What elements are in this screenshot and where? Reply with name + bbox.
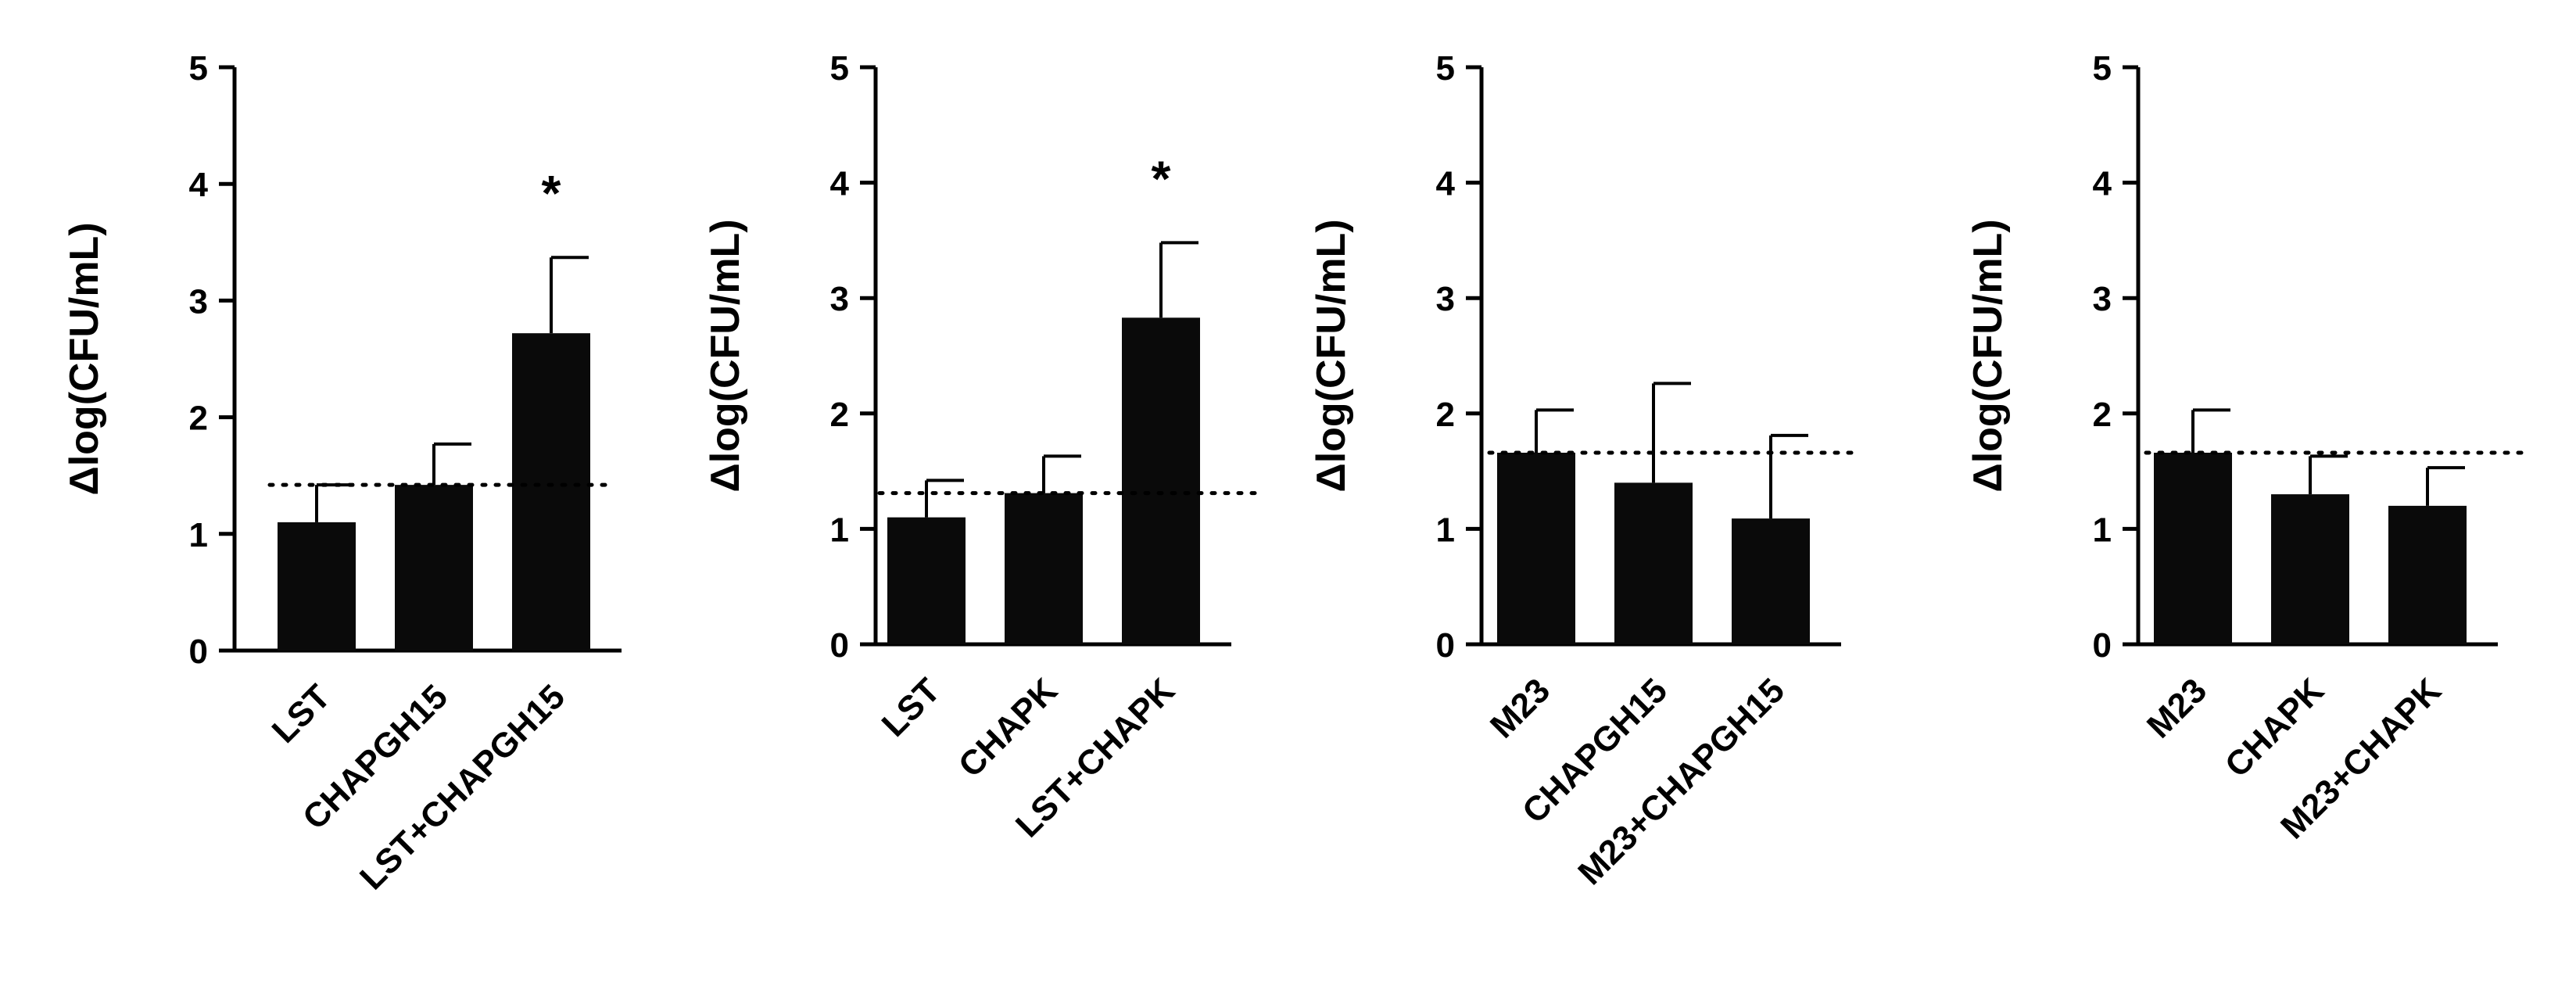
bar-3 xyxy=(1122,317,1200,644)
bar-3 xyxy=(512,333,590,651)
y-tick-label: 4 xyxy=(189,166,209,204)
y-tick-label: 0 xyxy=(2093,626,2112,665)
category-label: M23+CHAPGH15 xyxy=(1571,671,1792,892)
bar-1 xyxy=(887,517,966,644)
y-tick-label: 4 xyxy=(1436,165,1456,203)
y-tick-label: 2 xyxy=(2093,396,2112,434)
bar-3 xyxy=(1732,518,1810,644)
bar-3 xyxy=(2388,505,2467,644)
bar-1 xyxy=(2154,452,2232,644)
y-tick-label: 3 xyxy=(1436,280,1455,318)
chart-panel-3: 012345Δlog(CFU/mL)M23CHAPGH15M23+CHAPGH1… xyxy=(1309,49,1863,892)
bar-2 xyxy=(2271,494,2349,644)
chart-panel-1: 012345Δlog(CFU/mL)LSTCHAPGH15LST+CHAPGH1… xyxy=(62,49,622,897)
y-tick-label: 0 xyxy=(830,626,849,665)
bar-2 xyxy=(395,485,473,651)
y-tick-label: 5 xyxy=(830,49,849,88)
y-tick-label: 2 xyxy=(830,396,849,434)
category-label: CHAPK xyxy=(951,671,1065,784)
category-label: LST+CHAPGH15 xyxy=(353,677,572,897)
bar-1 xyxy=(278,522,356,651)
category-label: LST xyxy=(875,671,948,744)
y-tick-label: 2 xyxy=(189,400,208,438)
bar-2 xyxy=(1614,482,1693,644)
y-tick-label: 4 xyxy=(830,165,850,203)
y-tick-label: 2 xyxy=(1436,396,1455,434)
y-tick-label: 3 xyxy=(2093,280,2112,318)
y-tick-label: 4 xyxy=(2093,165,2112,203)
y-axis-label: Δlog(CFU/mL) xyxy=(1965,219,2011,492)
y-tick-label: 1 xyxy=(830,511,849,549)
y-tick-label: 5 xyxy=(189,49,208,88)
y-tick-label: 3 xyxy=(830,280,849,318)
y-tick-label: 1 xyxy=(189,516,208,554)
y-tick-label: 5 xyxy=(1436,49,1455,88)
y-axis-label: Δlog(CFU/mL) xyxy=(1309,219,1354,492)
significance-marker: * xyxy=(542,165,561,221)
bar-1 xyxy=(1497,452,1575,644)
y-tick-label: 1 xyxy=(1436,511,1455,549)
y-tick-label: 0 xyxy=(1436,626,1455,665)
category-label: CHAPK xyxy=(2218,671,2331,784)
y-tick-label: 1 xyxy=(2093,511,2112,549)
significance-marker: * xyxy=(1152,150,1171,206)
bar-2 xyxy=(1005,493,1083,644)
y-tick-label: 3 xyxy=(189,282,208,321)
y-axis-label: Δlog(CFU/mL) xyxy=(62,222,107,495)
y-tick-label: 5 xyxy=(2093,49,2112,88)
category-label: M23 xyxy=(1483,671,1557,745)
y-axis-label: Δlog(CFU/mL) xyxy=(703,219,748,492)
category-label: M23 xyxy=(2140,671,2214,745)
y-tick-label: 0 xyxy=(189,633,208,671)
category-label: LST xyxy=(265,677,338,750)
